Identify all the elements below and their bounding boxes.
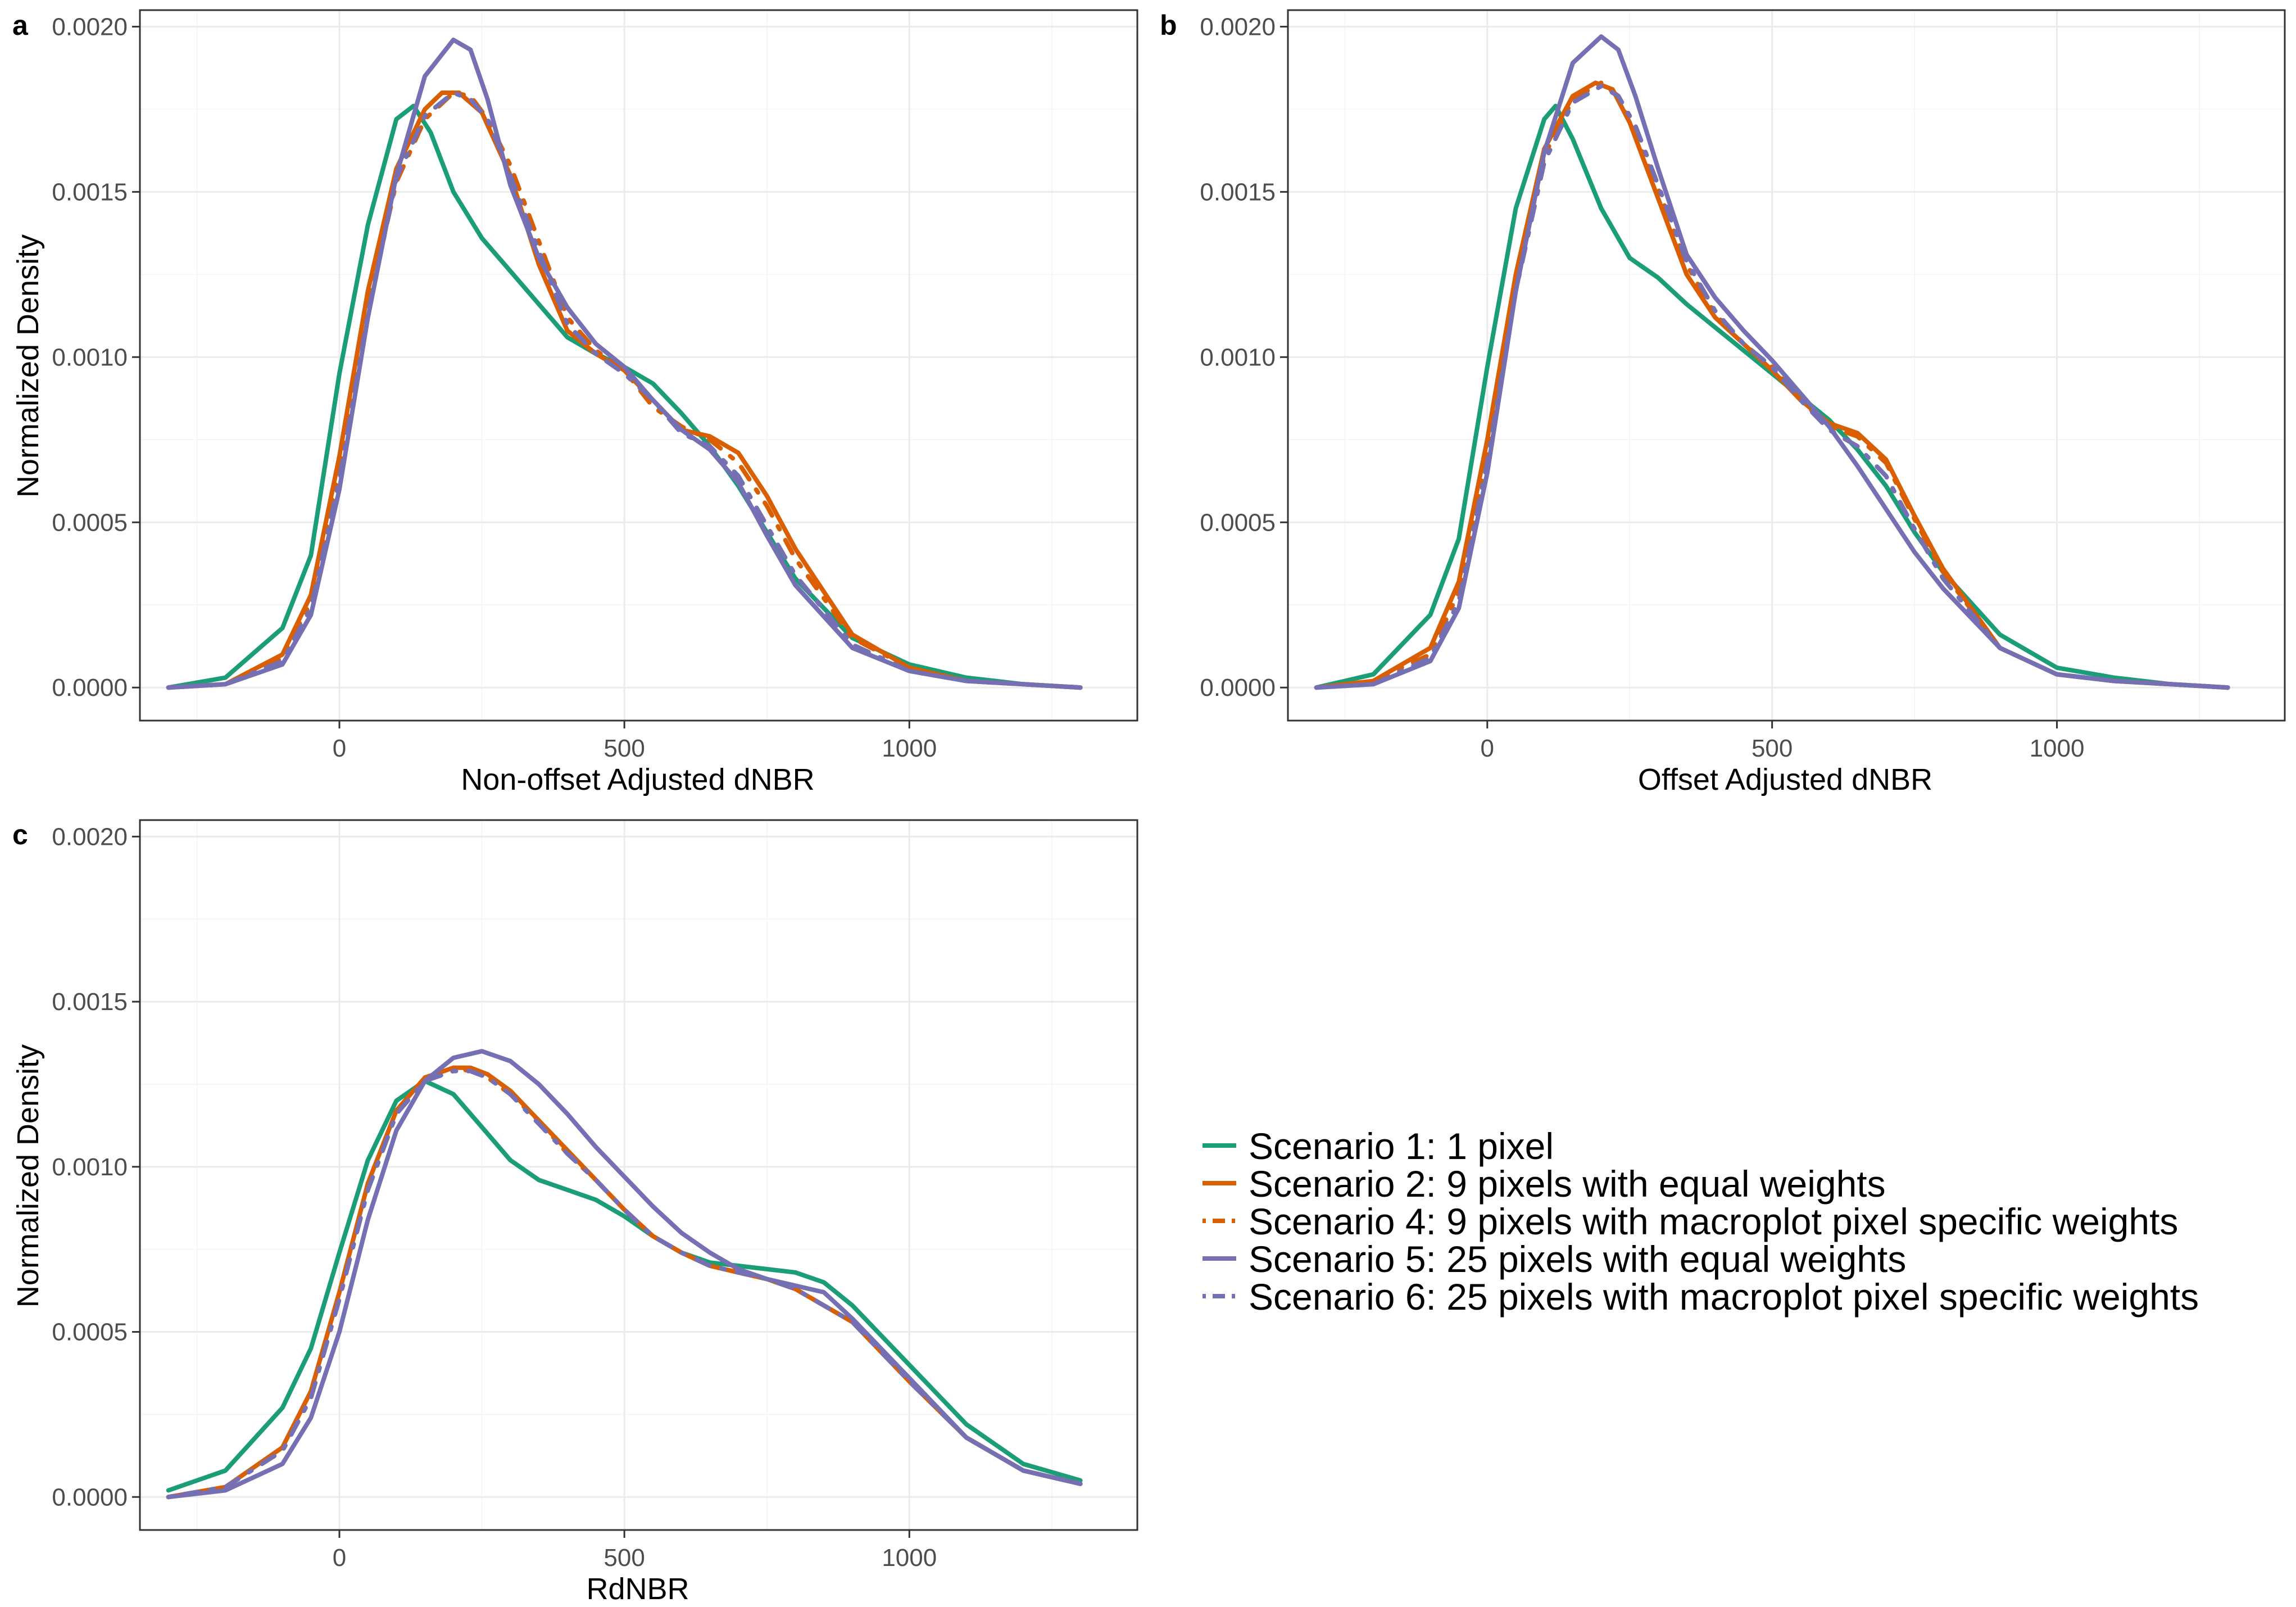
panel-a-y-tick-label-2: 0.0010 (52, 343, 128, 371)
panel-a-ylabel: Normalized Density (11, 234, 45, 497)
panel-b-y-tick-label-2: 0.0010 (1200, 343, 1276, 371)
panel-b-y-tick-label-0: 0.0000 (1200, 674, 1276, 701)
panel-b-xlabel: Offset Adjusted dNBR (1638, 763, 1932, 796)
panel-a-series-scenario-6 (166, 90, 1083, 690)
panel-b-series-scenario-5 (1314, 34, 2230, 690)
panel-b-tag: b (1160, 10, 1177, 41)
legend-label-scenario-2: Scenario 2: 9 pixels with equal weights (1249, 1163, 1886, 1205)
panel-c-border (139, 819, 1138, 1531)
panel-a-xlabel: Non-offset Adjusted dNBR (461, 763, 814, 796)
panel-c-y-tick-label-3: 0.0015 (52, 988, 128, 1016)
panel-a-y-tick-label-3: 0.0015 (52, 178, 128, 206)
panel-a-x-tick-label-2: 1000 (882, 735, 937, 762)
panel-a-x-tick-label-1: 500 (604, 735, 645, 762)
panel-a-y-tick-label-4: 0.0020 (52, 13, 128, 40)
legend-item-scenario-2: Scenario 2: 9 pixels with equal weights (1203, 1163, 1886, 1205)
panel-c-x-tick-label-2: 1000 (882, 1544, 937, 1572)
panel-a-y-tick-label-0: 0.0000 (52, 674, 128, 701)
panel-a-tag: a (12, 10, 29, 41)
panel-b-x-tick-label-1: 500 (1752, 735, 1793, 762)
panel-b-series-scenario-2 (1314, 80, 2230, 690)
panel-a-series-scenario-2 (166, 90, 1083, 690)
legend-item-scenario-6: Scenario 6: 25 pixels with macroplot pix… (1203, 1276, 2199, 1318)
panel-c: c Normalized Density RdNBR 0 500 1000 0.000… (11, 819, 1138, 1606)
panel-b-y-tick-label-1: 0.0005 (1200, 509, 1276, 536)
panel-a-y-tick-label-1: 0.0005 (52, 509, 128, 536)
legend-label-scenario-4: Scenario 4: 9 pixels with macroplot pixe… (1249, 1201, 2178, 1242)
legend-item-scenario-1: Scenario 1: 1 pixel (1203, 1125, 1554, 1167)
panel-a: a Normalized Density Non-offset Adjusted… (11, 9, 1138, 796)
panel-c-series-scenario-5 (166, 1049, 1083, 1500)
panel-b-series-scenario-1 (1314, 103, 2230, 690)
panel-c-x-tick-label-1: 500 (604, 1544, 645, 1572)
panel-c-series-scenario-1 (166, 1079, 1083, 1493)
panel-b-x-tick-label-0: 0 (1481, 735, 1494, 762)
panel-c-x-tick-label-0: 0 (333, 1544, 346, 1572)
panel-c-tag: c (12, 819, 28, 850)
panel-a-x-tick-label-0: 0 (333, 735, 346, 762)
panel-a-series-scenario-4 (166, 90, 1083, 690)
legend-label-scenario-1: Scenario 1: 1 pixel (1249, 1125, 1554, 1167)
legend-label-scenario-6: Scenario 6: 25 pixels with macroplot pix… (1249, 1276, 2199, 1318)
legend: Scenario 1: 1 pixel Scenario 2: 9 pixels… (1203, 1125, 2199, 1318)
panel-c-y-tick-label-1: 0.0005 (52, 1319, 128, 1346)
panel-b-y-tick-label-3: 0.0015 (1200, 178, 1276, 206)
panel-b-y-tick-label-4: 0.0020 (1200, 13, 1276, 40)
panel-c-y-tick-label-4: 0.0020 (52, 823, 128, 850)
panel-b-series-scenario-6 (1314, 84, 2230, 690)
legend-item-scenario-4: Scenario 4: 9 pixels with macroplot pixe… (1203, 1201, 2178, 1242)
legend-label-scenario-5: Scenario 5: 25 pixels with equal weights (1249, 1238, 1906, 1280)
panel-c-series-scenario-6 (166, 1069, 1083, 1500)
panel-b-x-tick-label-2: 1000 (2030, 735, 2085, 762)
panel-b-border (1287, 9, 2286, 722)
panel-a-border (139, 9, 1138, 722)
panel-c-xlabel: RdNBR (586, 1572, 689, 1606)
panel-c-y-tick-label-0: 0.0000 (52, 1483, 128, 1511)
legend-item-scenario-5: Scenario 5: 25 pixels with equal weights (1203, 1238, 1906, 1280)
panel-b: b Offset Adjusted dNBR 0 500 1000 0.0000 0.0… (1160, 9, 2286, 796)
panel-c-y-tick-label-2: 0.0010 (52, 1153, 128, 1181)
panel-c-ylabel: Normalized Density (11, 1044, 45, 1307)
